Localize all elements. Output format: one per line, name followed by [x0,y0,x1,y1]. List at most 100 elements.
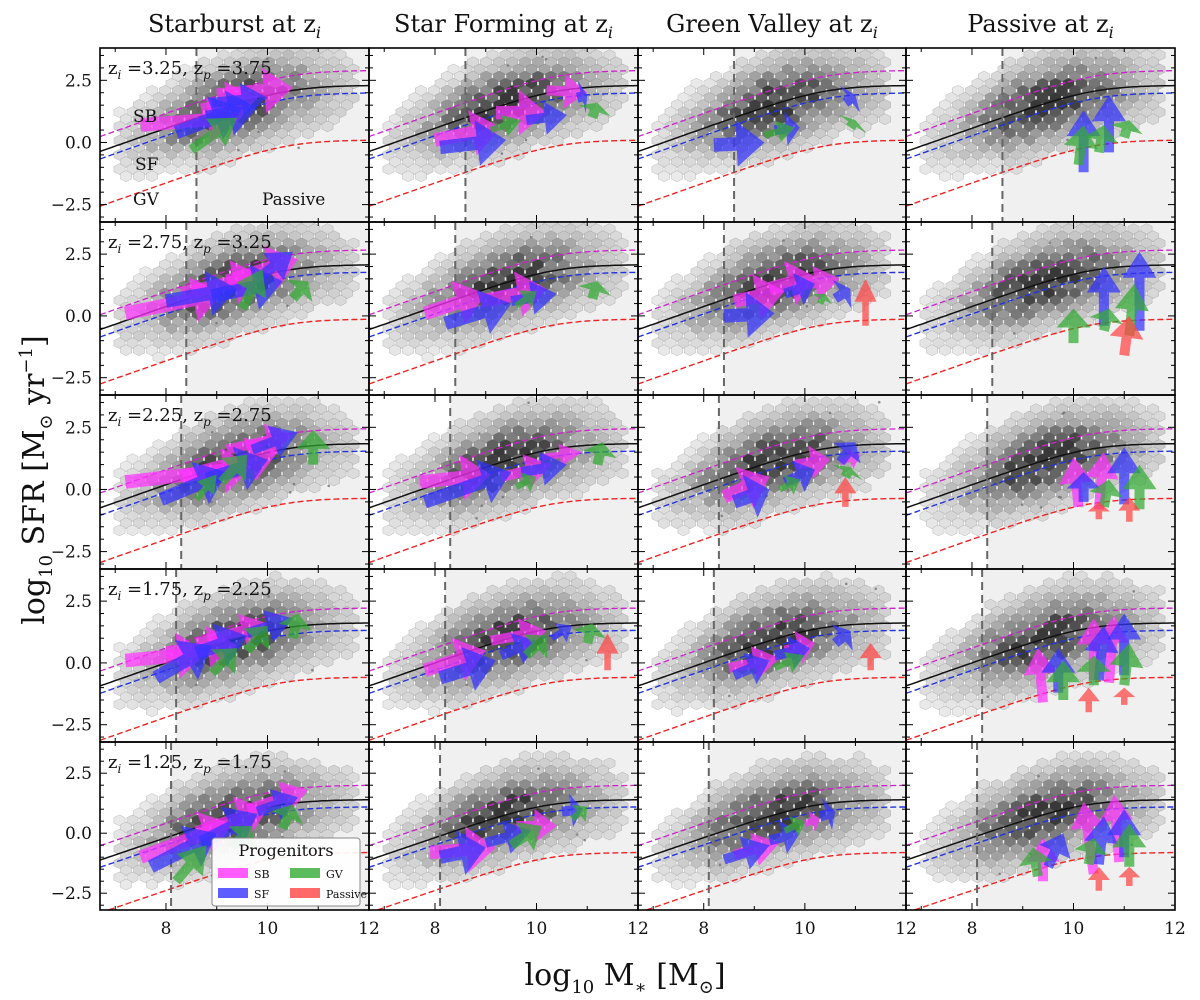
progenitor-arrow-gv [208,648,237,677]
column-titles: Starburst at zi Star Forming at zi Green V… [148,10,1114,42]
x-tick-label: 12 [895,919,917,939]
progenitor-arrow-gv [1074,838,1108,866]
progenitor-arrow-sf [783,273,815,306]
y-tick-label: 0.0 [65,654,92,674]
progenitor-arrow-sf [255,789,298,822]
legend-swatch-gv [290,868,320,878]
legend-swatch-sf [218,888,248,898]
main-sequence-line [906,442,1175,509]
passive-boundary-line [906,318,1175,385]
passive-boundary-line [906,139,1175,207]
progenitor-arrow-gv [193,474,217,502]
sb-boundary-line [369,70,638,138]
panel-r4-c3: 8 10 12 [905,741,1186,939]
progenitor-arrow-passive [1109,315,1144,357]
progenitor-arrow-sf [550,623,572,643]
sb-boundary-line [906,607,1175,672]
y-tick-label: −2.5 [51,369,92,389]
passive-boundary-line [100,497,369,564]
legend-label-sf: SF [254,888,270,901]
sf-boundary-line [906,806,1175,868]
progenitor-arrow-gv [583,442,617,466]
passive-boundary-line [906,676,1175,741]
sb-boundary-line [906,784,1175,847]
row-redshift-label: zi =1.75, zp =2.25 [108,579,272,603]
legend-label-sb: SB [254,868,270,881]
progenitor-arrow-sf [443,289,512,334]
y-tick-label: −2.5 [51,543,92,563]
y-tick-label: 0.0 [65,307,92,327]
progenitor-arrow-sf [499,633,537,665]
progenitor-arrow-sf [439,120,506,166]
sf-boundary-line [100,629,369,694]
row-redshift-label: zi =3.25, zp =3.75 [108,58,272,82]
passive-boundary-line [100,139,369,207]
progenitor-arrow-gv [1018,847,1053,878]
passive-boundary-line [638,139,906,207]
progenitor-arrow-gv [832,464,863,481]
progenitor-arrow-sf [254,251,293,283]
x-tick-label: 8 [161,919,172,939]
sf-boundary-line [369,92,638,160]
passive-boundary-line [369,676,638,741]
panel-ticks [906,569,1176,742]
y-tick-label: −2.5 [51,196,92,216]
progenitor-arrow-sf [438,647,496,691]
progenitor-arrow-sb [794,445,831,480]
progenitor-arrow-sf [1066,472,1101,502]
x-tick-label: 12 [358,919,380,939]
progenitor-arrow-gv [522,634,548,660]
sb-boundary-line [906,249,1175,316]
progenitor-arrow-sf [1092,95,1126,153]
passive-boundary-line [638,676,906,741]
progenitor-arrow-sf [723,291,775,338]
progenitor-arrow-gv [1084,125,1118,154]
sb-boundary-line [906,70,1175,138]
progenitor-arrow-gv [1109,643,1144,686]
region-label-sf: SF [135,155,159,175]
progenitor-arrow-gv [570,804,588,823]
progenitor-arrow-gv [838,114,867,134]
y-tick-label: 0.0 [65,480,92,500]
progenitor-arrow-passive [854,278,877,326]
progenitor-arrow-sf [438,830,486,876]
row-redshift-label: zi =2.75, zp =3.25 [108,232,272,256]
hexbin-density [651,48,891,182]
progenitor-arrow-sf [525,101,567,135]
panel-r0-c0: 2.5 0.0 −2.5 zi =3.25, zp =3.75 SB SF GV Passiv… [51,47,370,223]
passive-boundary-line [100,318,369,385]
legend-label-passive: Passive [326,888,367,901]
panel-ticks [100,48,370,222]
panel-r2-c0: 2.5 0.0 −2.5 zi =2.25, zp =2.75 [51,394,370,570]
progenitor-arrow-passive [1087,866,1110,891]
sf-boundary-line [638,450,906,517]
sb-boundary-line [638,607,906,672]
progenitor-arrow-gv [773,652,805,673]
passive-boundary-line [369,497,638,564]
progenitor-arrow-sb [546,74,588,109]
progenitor-arrow-sf [164,271,237,317]
progenitor-arrow-gv [578,281,611,300]
progenitor-arrow-gv [172,845,207,885]
sf-boundary-line [100,92,369,160]
progenitor-arrow-sf [833,442,861,466]
region-label-passive: Passive [262,190,325,210]
sb-boundary-line [100,784,369,847]
progenitor-arrow-sb [794,266,841,300]
progenitor-arrow-sf [211,83,268,117]
x-tick-label: 8 [430,919,441,939]
progenitor-arrow-gv [1089,479,1123,508]
column-title-1: Star Forming at zi [394,10,613,42]
progenitor-arrow-gv [778,475,800,495]
progenitor-arrow-sf [1086,266,1121,326]
passive-boundary-line [369,139,638,207]
panel-ticks [906,48,1176,222]
passive-boundary-line [369,318,638,385]
progenitor-arrow-gv [218,454,248,486]
progenitor-arrow-gv [1046,660,1081,700]
main-sequence-line [369,264,638,331]
panel-ticks [638,48,907,222]
progenitor-arrow-passive [1118,866,1141,886]
sb-boundary-line [638,428,906,494]
passive-boundary-line [375,851,638,910]
